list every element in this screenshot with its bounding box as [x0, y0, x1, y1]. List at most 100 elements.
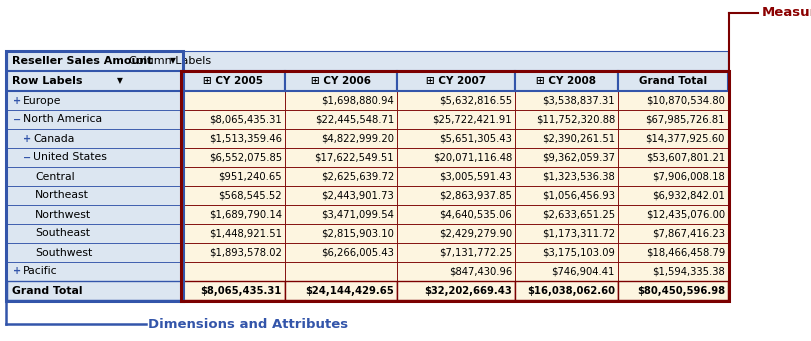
Bar: [182, 243, 285, 262]
Bar: [7, 281, 182, 300]
Text: $25,722,421.91: $25,722,421.91: [431, 115, 512, 124]
Text: ⊞ CY 2008: ⊞ CY 2008: [536, 76, 596, 86]
Bar: [397, 262, 514, 281]
Text: $32,202,669.43: $32,202,669.43: [423, 285, 512, 296]
Bar: [285, 262, 397, 281]
Text: $3,538,837.31: $3,538,837.31: [542, 95, 614, 105]
Bar: [514, 129, 617, 148]
Text: $6,266,005.43: $6,266,005.43: [320, 248, 393, 257]
Text: $847,430.96: $847,430.96: [448, 267, 512, 277]
Text: North America: North America: [23, 115, 102, 124]
Bar: [7, 262, 182, 281]
Bar: [617, 110, 727, 129]
Bar: [7, 91, 182, 110]
Text: Central: Central: [35, 172, 75, 181]
Bar: [617, 281, 727, 300]
Text: $8,065,435.31: $8,065,435.31: [209, 115, 281, 124]
Bar: [285, 281, 397, 300]
Text: $6,932,842.01: $6,932,842.01: [651, 191, 724, 201]
Text: $746,904.41: $746,904.41: [551, 267, 614, 277]
Text: $2,429,279.90: $2,429,279.90: [438, 228, 512, 238]
Text: $1,448,921.51: $1,448,921.51: [208, 228, 281, 238]
Bar: [514, 148, 617, 167]
Text: $1,323,536.38: $1,323,536.38: [542, 172, 614, 181]
Bar: [285, 110, 397, 129]
Bar: [182, 205, 285, 224]
Bar: [617, 148, 727, 167]
Text: Dimensions and Attributes: Dimensions and Attributes: [148, 317, 348, 330]
Bar: [6, 51, 182, 301]
Text: $6,552,075.85: $6,552,075.85: [208, 152, 281, 163]
Bar: [7, 224, 182, 243]
Bar: [397, 186, 514, 205]
Text: $2,633,651.25: $2,633,651.25: [541, 209, 614, 220]
Text: $1,513,359.46: $1,513,359.46: [208, 133, 281, 144]
Bar: [285, 71, 397, 91]
Text: $1,698,880.94: $1,698,880.94: [321, 95, 393, 105]
Bar: [285, 243, 397, 262]
Bar: [514, 167, 617, 186]
Text: $3,005,591.43: $3,005,591.43: [439, 172, 512, 181]
Text: $7,867,416.23: $7,867,416.23: [651, 228, 724, 238]
Text: $2,815,903.10: $2,815,903.10: [320, 228, 393, 238]
Bar: [7, 110, 182, 129]
Bar: [285, 224, 397, 243]
Text: $8,065,435.31: $8,065,435.31: [200, 285, 281, 296]
Text: Canada: Canada: [33, 133, 75, 144]
Bar: [182, 148, 285, 167]
Bar: [182, 129, 285, 148]
Text: $17,622,549.51: $17,622,549.51: [314, 152, 393, 163]
Text: +: +: [13, 95, 21, 105]
Bar: [285, 129, 397, 148]
Bar: [514, 224, 617, 243]
Bar: [397, 167, 514, 186]
Text: $4,822,999.20: $4,822,999.20: [320, 133, 393, 144]
Bar: [182, 91, 285, 110]
Text: ▼: ▼: [117, 76, 122, 86]
Bar: [514, 262, 617, 281]
Bar: [7, 167, 182, 186]
Text: $5,651,305.43: $5,651,305.43: [439, 133, 512, 144]
Bar: [617, 224, 727, 243]
Text: $2,443,901.73: $2,443,901.73: [321, 191, 393, 201]
Text: Pacific: Pacific: [23, 267, 58, 277]
Bar: [181, 71, 728, 301]
Bar: [514, 243, 617, 262]
Text: Column Labels: Column Labels: [129, 56, 211, 66]
Bar: [397, 71, 514, 91]
Text: $16,038,062.60: $16,038,062.60: [526, 285, 614, 296]
Bar: [7, 71, 182, 91]
Bar: [182, 186, 285, 205]
Bar: [397, 129, 514, 148]
Text: $14,377,925.60: $14,377,925.60: [645, 133, 724, 144]
Bar: [397, 91, 514, 110]
Text: −: −: [13, 115, 21, 124]
Text: Southeast: Southeast: [35, 228, 90, 238]
Text: $9,362,059.37: $9,362,059.37: [541, 152, 614, 163]
Text: ⊞ CY 2006: ⊞ CY 2006: [311, 76, 371, 86]
Bar: [182, 281, 285, 300]
Text: Grand Total: Grand Total: [12, 285, 83, 296]
Bar: [397, 148, 514, 167]
Bar: [7, 186, 182, 205]
Bar: [514, 281, 617, 300]
Text: $7,131,772.25: $7,131,772.25: [438, 248, 512, 257]
Text: $53,607,801.21: $53,607,801.21: [645, 152, 724, 163]
Bar: [617, 205, 727, 224]
Text: −: −: [23, 152, 31, 163]
Bar: [7, 129, 182, 148]
Bar: [397, 224, 514, 243]
Bar: [182, 167, 285, 186]
Bar: [285, 148, 397, 167]
Bar: [7, 51, 727, 71]
Bar: [514, 71, 617, 91]
Text: $1,173,311.72: $1,173,311.72: [541, 228, 614, 238]
Text: $1,689,790.14: $1,689,790.14: [208, 209, 281, 220]
Bar: [617, 243, 727, 262]
Bar: [617, 71, 727, 91]
Text: $1,893,578.02: $1,893,578.02: [209, 248, 281, 257]
Text: $10,870,534.80: $10,870,534.80: [646, 95, 724, 105]
Text: $22,445,548.71: $22,445,548.71: [315, 115, 393, 124]
Bar: [514, 91, 617, 110]
Text: ▼: ▼: [169, 57, 176, 65]
